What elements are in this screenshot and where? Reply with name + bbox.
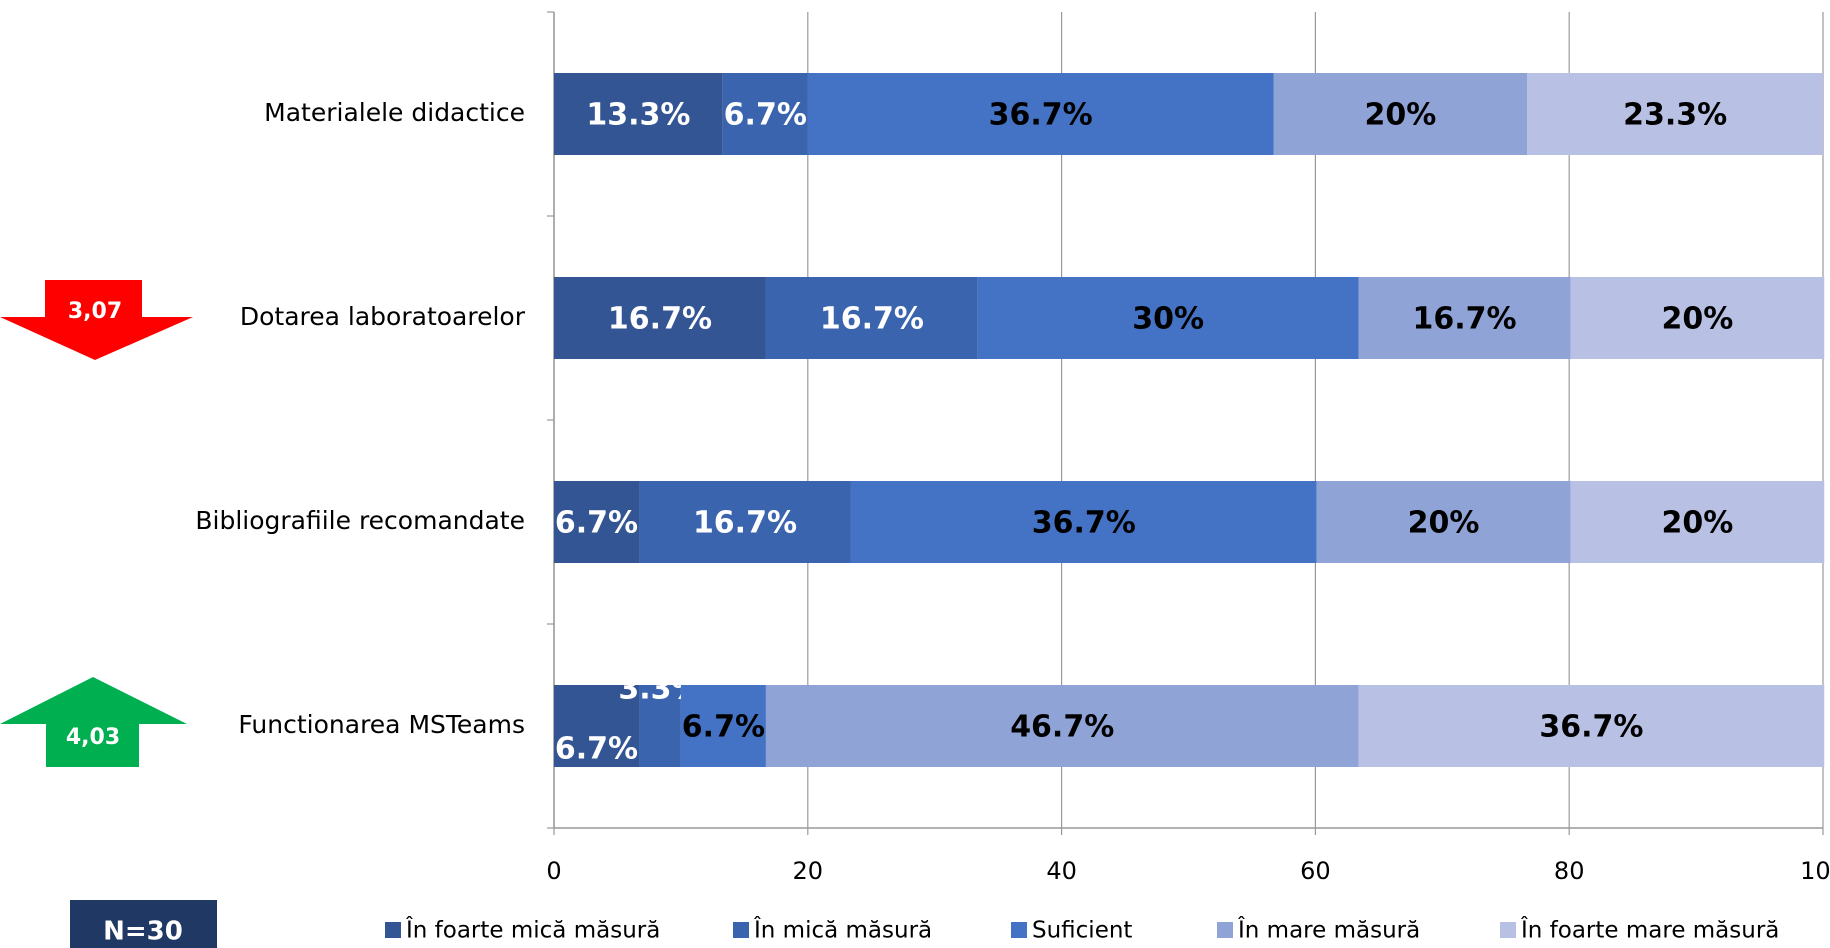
up-arrow — [0, 677, 187, 767]
n-box — [70, 900, 217, 948]
legend-label: Suficient — [1032, 918, 1132, 944]
data-label: 6.7% — [682, 710, 765, 745]
bar-segment — [1570, 277, 1825, 359]
x-tick-label: 0 — [546, 857, 561, 885]
bar-segment — [1570, 481, 1825, 563]
bar-segment — [680, 685, 766, 767]
legend-label: În mică măsură — [753, 916, 932, 944]
bar-segment — [850, 481, 1317, 563]
data-label: 20% — [1661, 302, 1733, 337]
data-label: 20% — [1365, 98, 1437, 133]
bar-segment — [1527, 73, 1823, 155]
bar-segment — [1358, 685, 1825, 767]
x-tick-label: 80 — [1554, 857, 1585, 885]
y-tick-label: Materialele didactice — [264, 98, 525, 127]
bar-segment — [1273, 73, 1528, 155]
data-label: 16.7% — [608, 302, 712, 337]
data-label: 16.7% — [693, 506, 797, 541]
bar-segment — [977, 277, 1359, 359]
annotation: 4,03 — [66, 725, 120, 750]
bar-segment — [765, 685, 1359, 767]
down-arrow — [0, 280, 193, 360]
data-label: 23.3% — [1623, 98, 1727, 133]
bar-segment — [1358, 277, 1571, 359]
y-tick-label: Functionarea MSTeams — [238, 710, 525, 739]
data-label: 6.7% — [555, 732, 638, 767]
legend-label: În mare măsură — [1237, 916, 1420, 944]
bar-segment — [807, 73, 1274, 155]
legend-swatch — [1011, 922, 1027, 938]
bar-segment — [554, 277, 766, 359]
bar-segment — [722, 73, 808, 155]
data-label: 16.7% — [820, 302, 924, 337]
y-tick-label: Dotarea laboratoarelor — [240, 302, 526, 331]
data-label: 6.7% — [555, 506, 638, 541]
legend-swatch — [385, 922, 401, 938]
data-label: 20% — [1661, 506, 1733, 541]
legend-label: În foarte mare măsură — [1520, 916, 1779, 944]
data-label: 36.7% — [1539, 710, 1643, 745]
annotation: 3,07 — [68, 299, 122, 324]
data-label: 6.7% — [724, 98, 807, 133]
data-label: 30% — [1132, 302, 1204, 337]
data-label: 36.7% — [989, 98, 1093, 133]
data-label: 20% — [1408, 506, 1480, 541]
legend-swatch — [1500, 922, 1516, 938]
data-label: 46.7% — [1010, 710, 1114, 745]
y-tick-label: Bibliografiile recomandate — [195, 506, 525, 535]
x-tick-label: 40 — [1046, 857, 1077, 885]
bar-segment — [554, 685, 640, 767]
x-tick-label: 100 — [1800, 857, 1830, 885]
bar-segment — [554, 73, 723, 155]
bar-segment — [639, 481, 851, 563]
bar-segment — [765, 277, 978, 359]
annotation: N=30 — [103, 917, 183, 947]
x-tick-label: 20 — [793, 857, 824, 885]
legend-swatch — [1217, 922, 1233, 938]
bar-segment — [554, 481, 640, 563]
legend-swatch — [733, 922, 749, 938]
bar-segment — [1316, 481, 1571, 563]
bar-segment — [639, 685, 681, 767]
data-label: 36.7% — [1032, 506, 1136, 541]
legend-label: În foarte mică măsură — [405, 916, 660, 944]
data-label: 16.7% — [1412, 302, 1516, 337]
data-label: 13.3% — [586, 98, 690, 133]
x-tick-label: 60 — [1300, 857, 1331, 885]
